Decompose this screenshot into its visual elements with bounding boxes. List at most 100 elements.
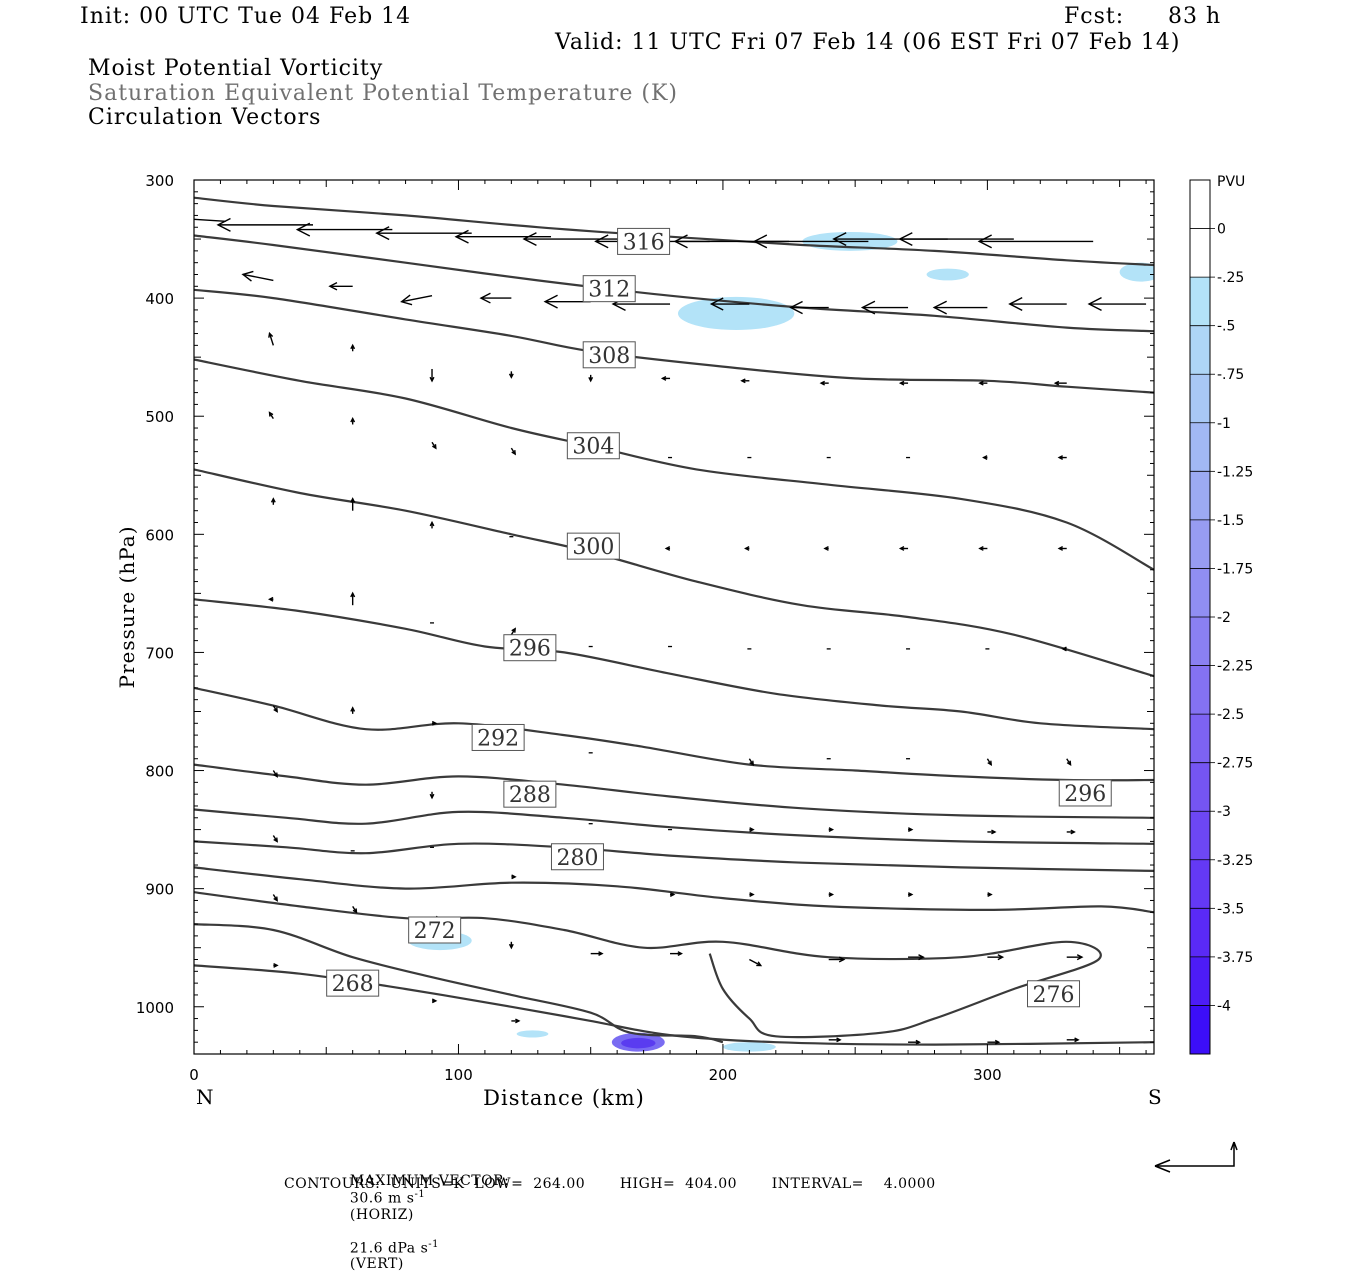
colorbar-swatch-7 — [1190, 519, 1210, 569]
vector-4 — [454, 229, 552, 244]
vector-37 — [431, 441, 437, 450]
colorbar-label-12: -3 — [1217, 804, 1231, 820]
contour-316 — [194, 196, 1154, 267]
y-tick-label-700: 700 — [145, 644, 174, 662]
vector-93 — [272, 894, 278, 902]
vector-87 — [511, 874, 517, 880]
vector-70 — [748, 758, 754, 767]
field-title-theta-es: Saturation Equivalent Potential Temperat… — [88, 81, 678, 106]
vector-49 — [664, 546, 671, 551]
vector-99 — [749, 958, 763, 967]
contour-276 — [194, 866, 1154, 914]
vector-108 — [828, 1037, 842, 1043]
svg-text:300: 300 — [572, 535, 614, 560]
vector-65 — [1061, 646, 1067, 652]
max-vector-horiz: 30.6 m s — [349, 1190, 415, 1207]
vector-91 — [907, 892, 914, 897]
svg-text:308: 308 — [588, 344, 630, 369]
y-tick-label-500: 500 — [145, 408, 174, 426]
vector-34 — [1053, 380, 1067, 386]
colorbar-label-6: -1.5 — [1217, 513, 1244, 529]
vector-89 — [749, 892, 755, 897]
axes: 0 100 200 300 300 400 500 600 700 800 900 1000 N S Dis… — [115, 172, 1162, 1110]
vector-80 — [828, 827, 835, 833]
vector-46 — [350, 497, 356, 511]
vector-101 — [908, 954, 925, 961]
vector-27 — [508, 371, 514, 379]
vector-98 — [670, 951, 683, 957]
colorbar-swatch-8 — [1190, 568, 1210, 617]
contour-304 — [194, 358, 1154, 571]
max-vector-vert: 21.6 dPa s — [349, 1240, 429, 1257]
vector-20 — [860, 300, 909, 315]
colorbar-swatch-14 — [1190, 859, 1210, 909]
max-vector-horiz-tag: (HORIZ) — [349, 1206, 414, 1223]
svg-text:296: 296 — [1064, 782, 1106, 807]
svg-text:304: 304 — [572, 435, 614, 460]
vector-2 — [295, 222, 393, 237]
svg-text:312: 312 — [588, 278, 630, 303]
contour-labels: 316 312 308 304 300 296 292 288 280 272 268 296 276 — [326, 227, 1112, 1008]
forecast-hour-label: Fcst: — [1064, 4, 1125, 29]
x-end-label-right: S — [1148, 1085, 1162, 1109]
pv-shade-1 — [926, 268, 969, 281]
vector-58 — [510, 627, 516, 636]
vector-29 — [660, 375, 671, 381]
contour-label-6: 292 — [471, 723, 525, 751]
field-title-mpv: Moist Potential Vorticity — [88, 56, 384, 81]
vector-25 — [350, 343, 356, 352]
colorbar-label-8: -2 — [1217, 610, 1231, 626]
colorbar-label-3: -.75 — [1217, 367, 1244, 383]
contour-label-10: 268 — [326, 969, 380, 997]
svg-text:272: 272 — [414, 919, 456, 944]
contour-label-1: 312 — [582, 275, 636, 303]
vector-19 — [789, 300, 829, 315]
vector-32 — [898, 380, 909, 386]
contour-label-0: 316 — [617, 227, 671, 255]
vector-110 — [987, 1039, 1001, 1045]
vector-10 — [898, 232, 1014, 247]
vector-1 — [216, 217, 314, 232]
x-tick-label-300: 300 — [973, 1066, 1002, 1084]
vector-24 — [268, 331, 275, 346]
y-tick-label-300: 300 — [145, 172, 174, 190]
vector-68 — [431, 720, 438, 726]
vector-15 — [479, 292, 512, 304]
vector-12 — [241, 270, 274, 282]
max-vector-label: MAXIMUM VECTOR: — [349, 1173, 510, 1189]
vector-76 — [429, 791, 435, 800]
colorbar-swatch-1 — [1190, 228, 1210, 278]
contour-label-5: 296 — [503, 634, 557, 662]
contour-label-8: 280 — [550, 843, 604, 871]
vector-66 — [272, 705, 278, 713]
vector-88 — [669, 892, 676, 897]
colorbar-swatch-16 — [1190, 956, 1210, 1006]
contour-label-11: 296 — [1058, 779, 1112, 807]
vector-100 — [828, 956, 846, 963]
vector-14 — [400, 294, 433, 306]
y-tick-label-400: 400 — [145, 290, 174, 308]
vector-67 — [350, 706, 356, 714]
vector-18 — [709, 297, 750, 311]
colorbar-swatch-13 — [1190, 811, 1210, 860]
vector-94 — [352, 905, 358, 914]
contour-label-9: 272 — [408, 916, 462, 944]
colorbar-label-2: -.5 — [1217, 319, 1235, 335]
vector-106 — [431, 998, 438, 1004]
vector-92 — [987, 892, 993, 897]
contour-272 — [194, 891, 1102, 1039]
vector-56 — [350, 591, 356, 606]
vector-79 — [749, 827, 755, 833]
contour-284 — [194, 808, 1154, 845]
colorbar-label-7: -1.75 — [1217, 561, 1253, 577]
colorbar-swatch-10 — [1190, 665, 1210, 715]
vector-55 — [267, 596, 274, 602]
colorbar-swatch-3 — [1190, 325, 1210, 375]
vector-44 — [1057, 455, 1067, 460]
vector-53 — [978, 546, 988, 551]
vector-96 — [508, 941, 514, 950]
max-vector-horiz-exp: -1 — [414, 1189, 426, 1200]
vector-26 — [429, 368, 435, 383]
x-tick-label-0: 0 — [189, 1066, 199, 1084]
contour-308 — [194, 288, 1154, 394]
